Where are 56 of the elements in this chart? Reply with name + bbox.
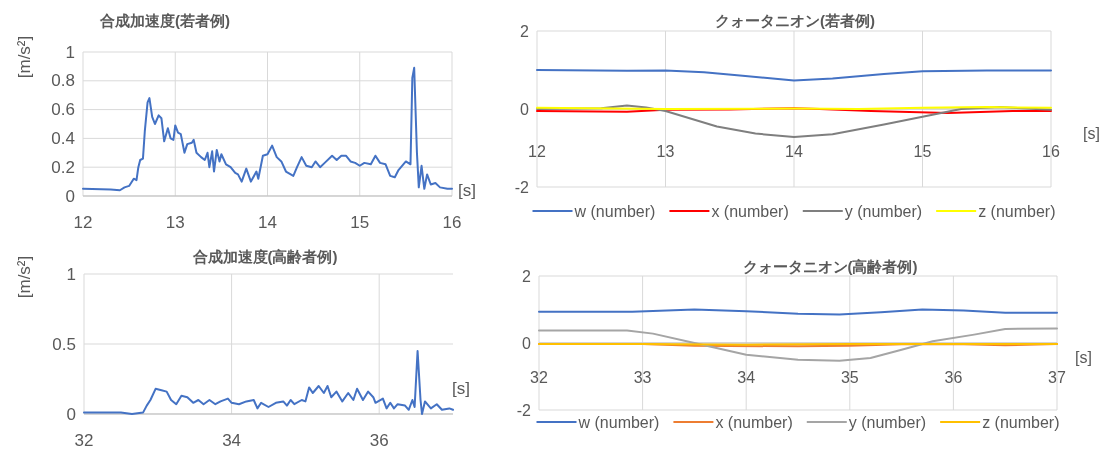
y-tick-label: 2 xyxy=(520,22,530,40)
x-tick-label: 37 xyxy=(1048,368,1066,386)
x-tick-label: 13 xyxy=(656,142,675,160)
y-tick-label: -2 xyxy=(514,178,530,196)
line-series xyxy=(538,327,1058,362)
x-tick-label: 36 xyxy=(944,368,963,386)
legend-label: w (number) xyxy=(577,413,660,431)
x-tick-label: 13 xyxy=(165,212,185,232)
x-tick-label: 12 xyxy=(73,212,93,232)
legend-label: w (number) xyxy=(573,202,656,220)
y-tick-label: 0.5 xyxy=(52,334,76,354)
x-tick-label: 32 xyxy=(530,368,548,386)
y-tick-label: 0 xyxy=(522,334,532,352)
x-axis-title: [s] xyxy=(458,180,476,200)
legend-label: y (number) xyxy=(844,202,923,220)
y-tick-label: 1 xyxy=(65,42,75,62)
y-tick-label: 0.4 xyxy=(51,128,75,148)
legend-label: x (number) xyxy=(715,413,793,431)
y-tick-label: 0.2 xyxy=(51,157,75,177)
y-tick-label: -2 xyxy=(516,401,532,419)
y-tick-label: 0.6 xyxy=(51,100,75,120)
x-tick-label: 34 xyxy=(222,430,242,450)
x-axis-title: [s] xyxy=(1083,124,1100,142)
chart-title: クォータニオン(高齢者例) xyxy=(742,258,918,275)
y-tick-label: 0 xyxy=(66,404,76,424)
x-tick-label: 33 xyxy=(633,368,652,386)
y-tick-label: 0.8 xyxy=(51,71,75,91)
x-tick-label: 32 xyxy=(74,430,94,450)
chart-title: 合成加速度(高齢者例) xyxy=(191,248,338,265)
x-axis-title: [s] xyxy=(452,378,470,398)
line-series xyxy=(82,66,453,192)
x-tick-label: 16 xyxy=(1042,142,1060,160)
legend-label: y (number) xyxy=(848,413,927,431)
x-tick-label: 12 xyxy=(528,142,546,160)
line-series xyxy=(536,69,1052,82)
x-tick-label: 16 xyxy=(442,212,462,232)
chart-title: 合成加速度(若者例) xyxy=(99,12,230,29)
x-tick-label: 14 xyxy=(785,142,803,160)
y-axis-title: [m/s²] xyxy=(14,255,34,299)
x-tick-label: 36 xyxy=(369,430,389,450)
chart-title: クォータニオン(若者例) xyxy=(715,12,875,29)
x-axis-title: [s] xyxy=(1075,348,1092,366)
x-tick-label: 14 xyxy=(258,212,277,232)
y-tick-label: 0 xyxy=(520,100,530,118)
legend-label: z (number) xyxy=(978,202,1056,220)
x-tick-label: 15 xyxy=(913,142,932,160)
legend-label: x (number) xyxy=(711,202,789,220)
legend-label: z (number) xyxy=(982,413,1060,431)
x-tick-label: 15 xyxy=(350,212,370,232)
y-tick-label: 1 xyxy=(66,264,76,284)
x-tick-label: 34 xyxy=(737,368,756,386)
y-tick-label: 0 xyxy=(65,186,75,206)
x-tick-label: 35 xyxy=(840,368,859,386)
y-axis-title: [m/s²] xyxy=(14,35,34,79)
y-tick-label: 2 xyxy=(522,267,532,285)
line-series xyxy=(536,104,1052,139)
